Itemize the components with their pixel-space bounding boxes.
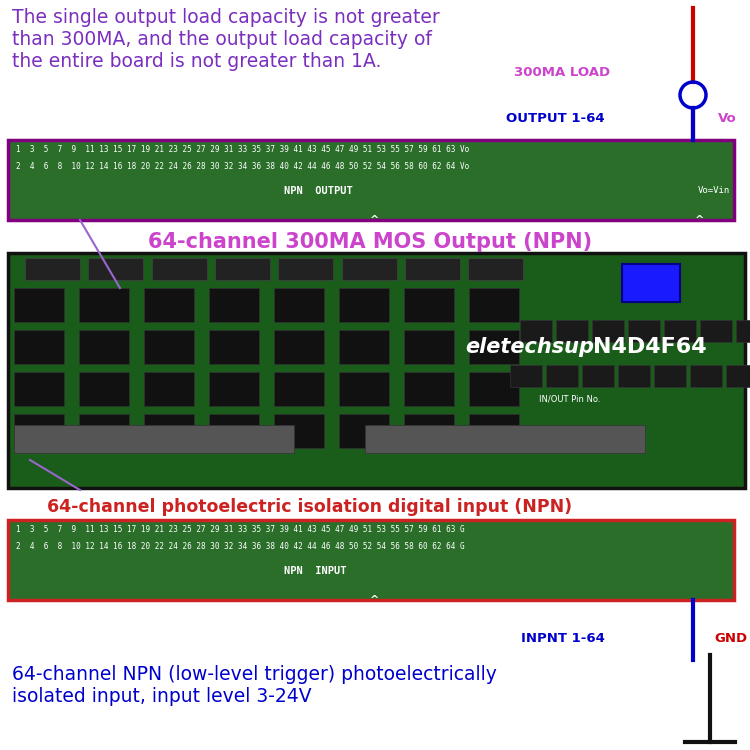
Bar (726, 365, 750, 387)
Bar (628, 320, 660, 342)
Text: 64-channel photoelectric isolation digital input (NPN): 64-channel photoelectric isolation digit… (47, 498, 572, 516)
Bar (79, 288, 129, 322)
Bar (350, 195, 400, 213)
Bar (468, 258, 523, 280)
Bar (556, 320, 588, 342)
Bar (339, 288, 389, 322)
Bar (690, 365, 722, 387)
Bar (736, 320, 750, 342)
Text: NPN  INPUT: NPN INPUT (284, 566, 346, 576)
Bar (339, 330, 389, 364)
Text: 2  4  6  8  10 12 14 16 18 20 22 24 26 28 30 32 34 36 38 40 42 44 46 48 50 52 54: 2 4 6 8 10 12 14 16 18 20 22 24 26 28 30… (16, 162, 470, 171)
Bar (144, 330, 194, 364)
Text: Vo=Vin: Vo=Vin (698, 186, 730, 195)
Bar (469, 288, 519, 322)
Text: ^: ^ (370, 215, 380, 225)
Bar (278, 258, 333, 280)
Text: N4D4F64: N4D4F64 (593, 337, 706, 357)
Text: NPN  OUTPUT: NPN OUTPUT (284, 186, 352, 196)
Bar (209, 330, 259, 364)
Bar (215, 258, 270, 280)
Text: GND: GND (714, 632, 747, 644)
Bar (469, 372, 519, 406)
Text: ^: ^ (370, 595, 380, 605)
Text: 1  3  5  7  9  11 13 15 17 19 21 23 25 27 29 31 33 35 37 39 41 43 45 47 49 51 53: 1 3 5 7 9 11 13 15 17 19 21 23 25 27 29 … (16, 145, 470, 154)
Bar (404, 288, 454, 322)
Bar (209, 288, 259, 322)
Bar (144, 414, 194, 448)
Bar (546, 365, 578, 387)
Bar (469, 414, 519, 448)
Bar (404, 330, 454, 364)
Text: 2  4  6  8  10 12 14 16 18 20 22 24 26 28 30 32 34 36 38 40 42 44 46 48 50 52 54: 2 4 6 8 10 12 14 16 18 20 22 24 26 28 30… (16, 542, 464, 551)
Bar (144, 372, 194, 406)
Bar (339, 372, 389, 406)
Text: 1  3  5  7  9  11 13 15 17 19 21 23 25 27 29 31 33 35 37 39 41 43 45 47 49 51 53: 1 3 5 7 9 11 13 15 17 19 21 23 25 27 29 … (16, 525, 464, 534)
Bar (8, 253, 745, 488)
Bar (25, 258, 80, 280)
Bar (14, 425, 294, 453)
Bar (404, 414, 454, 448)
Bar (209, 372, 259, 406)
Bar (582, 365, 614, 387)
Bar (144, 288, 194, 322)
Text: eletechsup: eletechsup (466, 337, 595, 357)
Bar (520, 320, 552, 342)
Bar (79, 414, 129, 448)
Bar (405, 258, 460, 280)
Bar (14, 330, 64, 364)
Bar (274, 330, 324, 364)
Bar (209, 414, 259, 448)
Bar (664, 320, 696, 342)
Text: 64-channel 300MA MOS Output (NPN): 64-channel 300MA MOS Output (NPN) (148, 232, 592, 252)
Bar (79, 330, 129, 364)
Bar (8, 520, 734, 600)
Bar (274, 372, 324, 406)
Bar (622, 264, 680, 302)
Bar (700, 320, 732, 342)
Bar (592, 320, 624, 342)
Bar (79, 372, 129, 406)
Bar (274, 288, 324, 322)
Text: OUTPUT 1-64: OUTPUT 1-64 (506, 112, 605, 125)
Bar (339, 414, 389, 448)
Text: 300MA LOAD: 300MA LOAD (514, 65, 610, 79)
Bar (350, 575, 400, 593)
Bar (404, 372, 454, 406)
Bar (14, 288, 64, 322)
Text: 64-channel NPN (low-level trigger) photoelectrically
isolated input, input level: 64-channel NPN (low-level trigger) photo… (12, 665, 496, 706)
Text: IN/OUT Pin No.: IN/OUT Pin No. (539, 395, 601, 404)
Bar (469, 330, 519, 364)
Text: ^: ^ (695, 215, 705, 225)
Bar (88, 258, 143, 280)
Text: The single output load capacity is not greater
than 300MA, and the output load c: The single output load capacity is not g… (12, 8, 439, 71)
Bar (14, 372, 64, 406)
Text: Vo: Vo (718, 112, 736, 125)
Bar (365, 425, 645, 453)
Bar (654, 365, 686, 387)
Bar (274, 414, 324, 448)
Bar (342, 258, 397, 280)
Bar (8, 140, 734, 220)
Bar (510, 365, 542, 387)
Bar (618, 365, 650, 387)
Bar (14, 414, 64, 448)
Text: INPNT 1-64: INPNT 1-64 (521, 632, 605, 644)
Bar (152, 258, 207, 280)
